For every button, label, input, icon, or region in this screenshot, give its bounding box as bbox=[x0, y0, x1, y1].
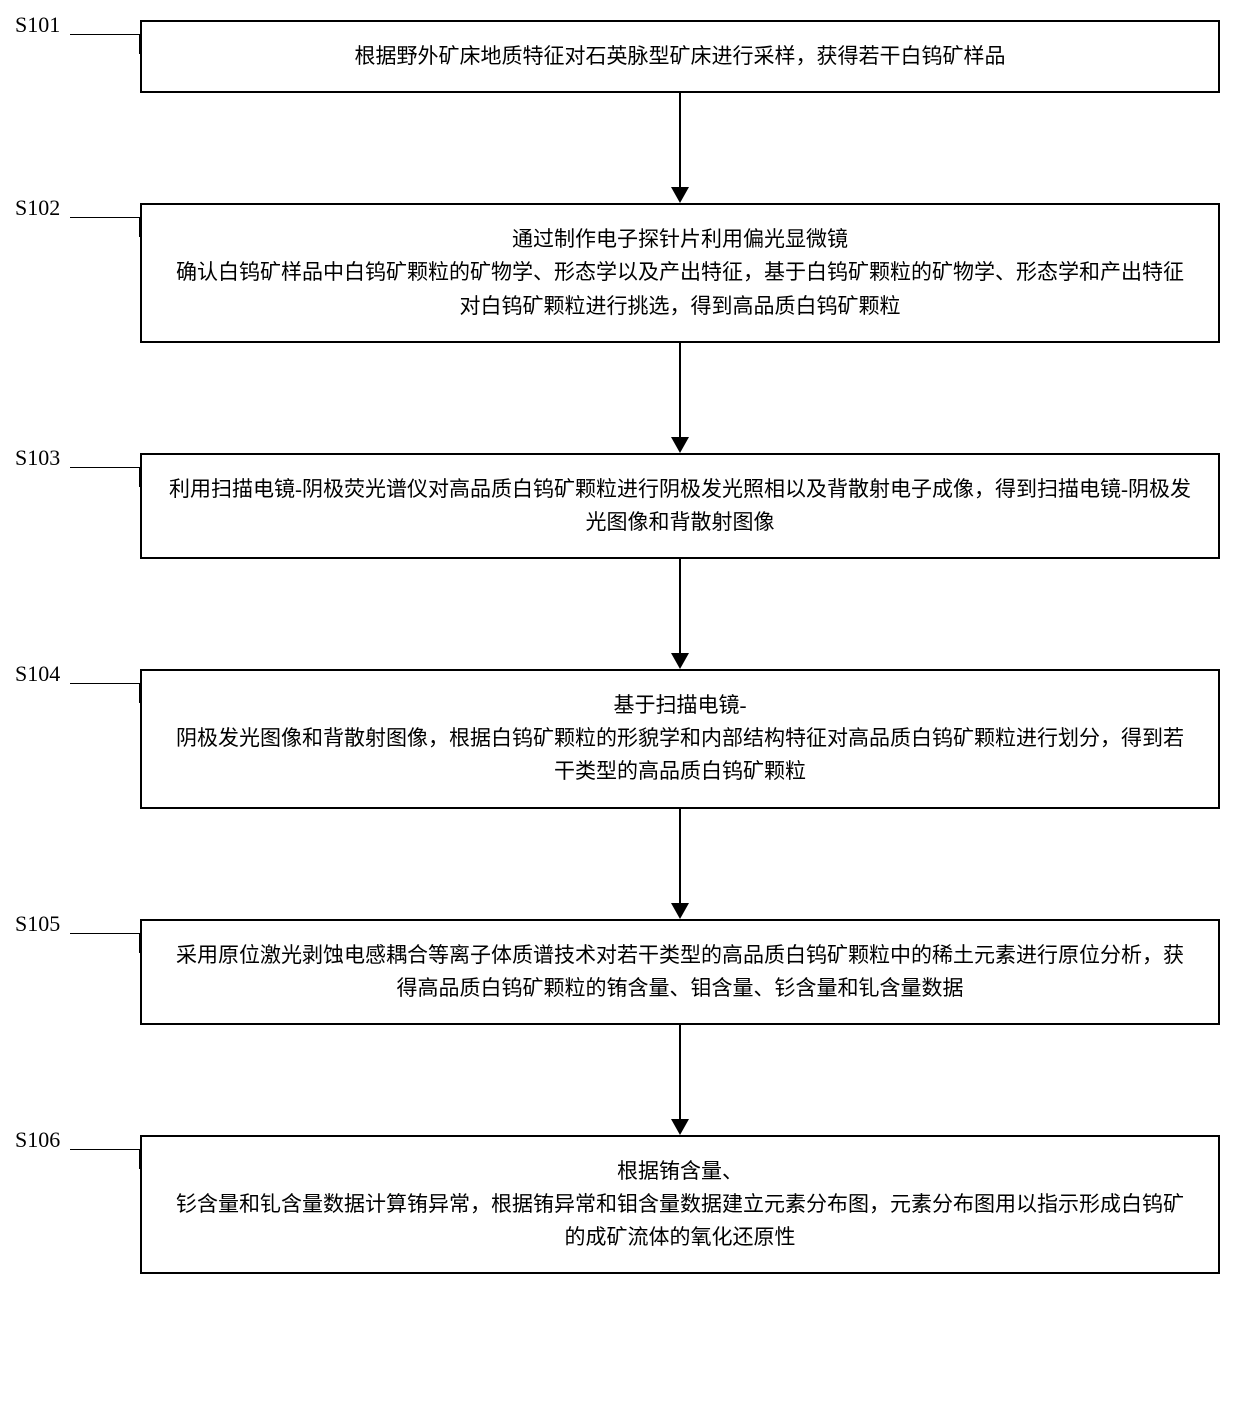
step-box: 基于扫描电镜-阴极发光图像和背散射图像，根据白钨矿颗粒的形貌学和内部结构特征对高… bbox=[140, 669, 1220, 809]
arrow-line bbox=[679, 559, 681, 655]
flowchart-root: S101根据野外矿床地质特征对石英脉型矿床进行采样，获得若干白钨矿样品 S102通… bbox=[140, 20, 1220, 1274]
label-connector-line bbox=[70, 217, 140, 237]
arrow-line bbox=[679, 1025, 681, 1121]
flowchart-step: S105采用原位激光剥蚀电感耦合等离子体质谱技术对若干类型的高品质白钨矿颗粒中的… bbox=[140, 919, 1220, 1025]
label-connector-line bbox=[70, 683, 140, 703]
step-box: 根据铕含量、钐含量和钆含量数据计算铕异常，根据铕异常和钼含量数据建立元素分布图，… bbox=[140, 1135, 1220, 1275]
step-label: S104 bbox=[15, 661, 60, 687]
flow-arrow bbox=[140, 343, 1220, 453]
flow-arrow bbox=[140, 559, 1220, 669]
label-connector-line bbox=[70, 34, 140, 54]
step-text-line: 阴极发光图像和背散射图像，根据白钨矿颗粒的形貌学和内部结构特征对高品质白钨矿颗粒… bbox=[166, 722, 1194, 788]
arrow-head-icon bbox=[671, 653, 689, 669]
arrow-head-icon bbox=[671, 437, 689, 453]
step-text-line: 根据铕含量、 bbox=[617, 1155, 743, 1188]
step-label: S102 bbox=[15, 195, 60, 221]
label-connector-line bbox=[70, 467, 140, 487]
step-box: 根据野外矿床地质特征对石英脉型矿床进行采样，获得若干白钨矿样品 bbox=[140, 20, 1220, 93]
flowchart-step: S103利用扫描电镜-阴极荧光谱仪对高品质白钨矿颗粒进行阴极发光照相以及背散射电… bbox=[140, 453, 1220, 559]
step-text-line: 基于扫描电镜- bbox=[614, 689, 747, 722]
step-text-line: 利用扫描电镜-阴极荧光谱仪对高品质白钨矿颗粒进行阴极发光照相以及背散射电子成像，… bbox=[166, 473, 1194, 539]
flow-arrow bbox=[140, 809, 1220, 919]
flowchart-step: S104基于扫描电镜-阴极发光图像和背散射图像，根据白钨矿颗粒的形貌学和内部结构… bbox=[140, 669, 1220, 809]
step-label: S103 bbox=[15, 445, 60, 471]
flowchart-step: S102通过制作电子探针片利用偏光显微镜确认白钨矿样品中白钨矿颗粒的矿物学、形态… bbox=[140, 203, 1220, 343]
step-box: 利用扫描电镜-阴极荧光谱仪对高品质白钨矿颗粒进行阴极发光照相以及背散射电子成像，… bbox=[140, 453, 1220, 559]
step-text-line: 确认白钨矿样品中白钨矿颗粒的矿物学、形态学以及产出特征，基于白钨矿颗粒的矿物学、… bbox=[166, 256, 1194, 322]
arrow-head-icon bbox=[671, 1119, 689, 1135]
arrow-head-icon bbox=[671, 187, 689, 203]
label-connector-line bbox=[70, 933, 140, 953]
arrow-line bbox=[679, 93, 681, 189]
step-text-line: 采用原位激光剥蚀电感耦合等离子体质谱技术对若干类型的高品质白钨矿颗粒中的稀土元素… bbox=[166, 939, 1194, 1005]
step-label: S106 bbox=[15, 1127, 60, 1153]
step-box: 采用原位激光剥蚀电感耦合等离子体质谱技术对若干类型的高品质白钨矿颗粒中的稀土元素… bbox=[140, 919, 1220, 1025]
step-text-line: 钐含量和钆含量数据计算铕异常，根据铕异常和钼含量数据建立元素分布图，元素分布图用… bbox=[166, 1188, 1194, 1254]
arrow-head-icon bbox=[671, 903, 689, 919]
label-connector-line bbox=[70, 1149, 140, 1169]
step-label: S105 bbox=[15, 911, 60, 937]
flow-arrow bbox=[140, 93, 1220, 203]
step-label: S101 bbox=[15, 12, 60, 38]
arrow-line bbox=[679, 809, 681, 905]
step-box: 通过制作电子探针片利用偏光显微镜确认白钨矿样品中白钨矿颗粒的矿物学、形态学以及产… bbox=[140, 203, 1220, 343]
flow-arrow bbox=[140, 1025, 1220, 1135]
step-text-line: 根据野外矿床地质特征对石英脉型矿床进行采样，获得若干白钨矿样品 bbox=[355, 40, 1006, 73]
arrow-line bbox=[679, 343, 681, 439]
step-text-line: 通过制作电子探针片利用偏光显微镜 bbox=[512, 223, 848, 256]
flowchart-step: S106根据铕含量、钐含量和钆含量数据计算铕异常，根据铕异常和钼含量数据建立元素… bbox=[140, 1135, 1220, 1275]
flowchart-step: S101根据野外矿床地质特征对石英脉型矿床进行采样，获得若干白钨矿样品 bbox=[140, 20, 1220, 93]
